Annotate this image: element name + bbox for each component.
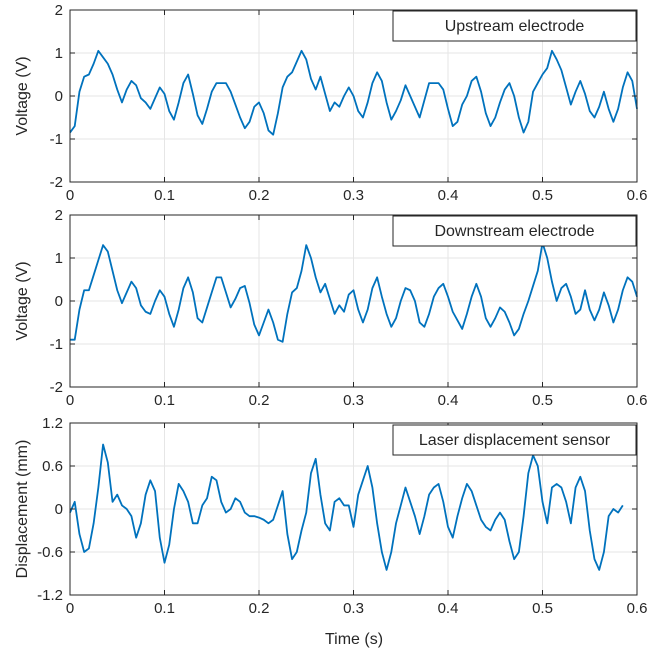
x-tick-label: 0.2: [249, 600, 270, 617]
legend-box: [392, 215, 637, 247]
y-tick-label: -2: [50, 379, 63, 396]
legend: Downstream electrode: [392, 215, 637, 247]
x-tick-label: 0.4: [438, 392, 459, 409]
y-tick-label: -1: [50, 131, 63, 148]
x-tick-label: 0.5: [532, 392, 553, 409]
y-tick-label: 2: [55, 207, 63, 224]
x-tick-label: 0.4: [438, 600, 459, 617]
x-tick-label: 0.3: [343, 392, 364, 409]
y-axis-label: Displacement (mm): [14, 440, 31, 579]
y-tick-label: -0.6: [37, 544, 63, 561]
x-tick-label: 0: [66, 392, 74, 409]
y-tick-label: -2: [50, 174, 63, 191]
x-tick-label: 0.5: [532, 600, 553, 617]
chart-panel-3: 0 0.1 0.2 0.3 0.4 0.5 0.6 -1.2 -0.6 0 0.6 1.2 Displa…: [14, 415, 647, 617]
y-tick-label: 1.2: [42, 415, 63, 432]
y-axis-label: Voltage (V): [14, 56, 31, 135]
x-tick-label: 0.3: [343, 187, 364, 204]
legend-box: [392, 424, 637, 456]
chart-panel-1: 0 0.1 0.2 0.3 0.4 0.5 0.6 -2 -1 0 1 2 Voltage (V) Ups…: [14, 2, 647, 204]
x-tick-label: 0.2: [249, 392, 270, 409]
x-tick-label: 0.1: [154, 600, 175, 617]
y-tick-label: -1: [50, 336, 63, 353]
x-tick-label: 0.1: [154, 187, 175, 204]
x-tick-label: 0.4: [438, 187, 459, 204]
x-axis-label: Time (s): [325, 631, 383, 648]
series-line: [69, 49, 638, 136]
x-tick-label: 0.1: [154, 392, 175, 409]
x-tick-label: 0.2: [249, 187, 270, 204]
y-tick-label: -1.2: [37, 587, 63, 604]
y-tick-label: 2: [55, 2, 63, 19]
x-tick-label: 0.6: [627, 392, 648, 409]
chart-panel-2: 0 0.1 0.2 0.3 0.4 0.5 0.6 -2 -1 0 1 2 Voltage (V) Dow…: [14, 207, 647, 409]
y-tick-label: 0: [55, 88, 63, 105]
legend-entry: Upstream electrode: [445, 18, 585, 35]
series-line: [69, 443, 624, 571]
x-tick-label: 0.5: [532, 187, 553, 204]
y-tick-label: 1: [55, 250, 63, 267]
y-axis-label: Voltage (V): [14, 261, 31, 340]
legend: Upstream electrode: [392, 10, 637, 42]
x-tick-label: 0: [66, 187, 74, 204]
x-tick-label: 0.6: [627, 600, 648, 617]
legend-entry: Downstream electrode: [434, 223, 594, 240]
x-tick-label: 0: [66, 600, 74, 617]
y-tick-label: 1: [55, 45, 63, 62]
y-tick-label: 0: [55, 293, 63, 310]
legend: Laser displacement sensor: [392, 424, 637, 456]
legend-box: [392, 10, 637, 42]
y-tick-label: 0: [55, 501, 63, 518]
x-tick-label: 0.6: [627, 187, 648, 204]
legend-entry: Laser displacement sensor: [419, 432, 611, 449]
y-tick-label: 0.6: [42, 458, 63, 475]
x-tick-label: 0.3: [343, 600, 364, 617]
